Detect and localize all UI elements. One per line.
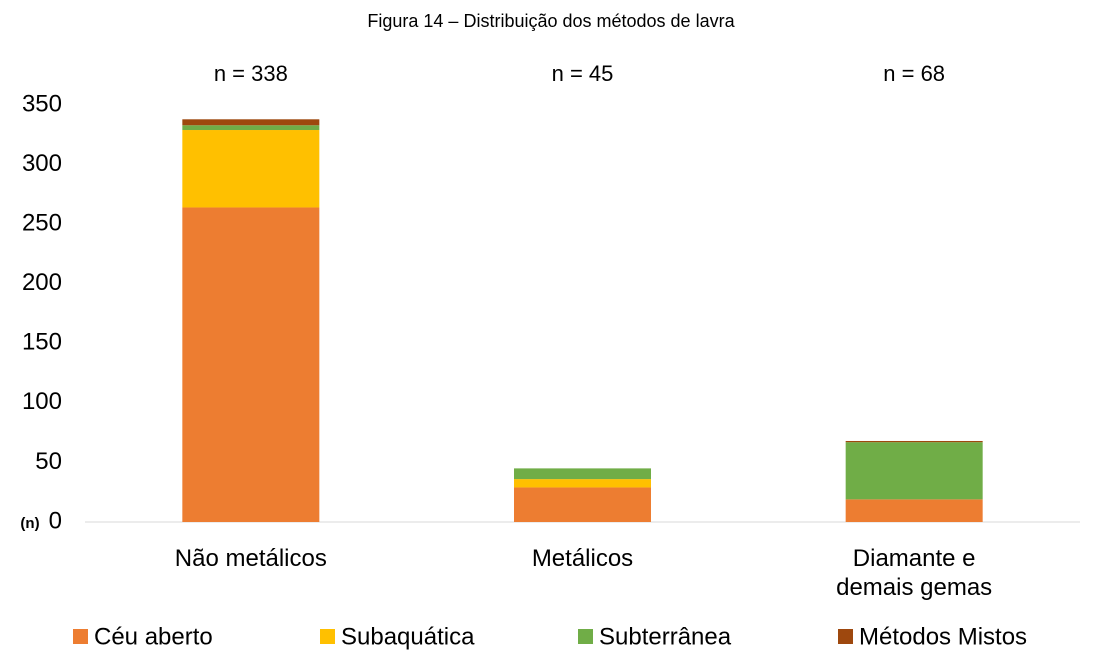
y-tick-label: 350 <box>22 90 62 117</box>
bar-segment <box>845 442 983 500</box>
y-tick-label: 50 <box>35 448 62 475</box>
annotation: n = 338 <box>214 61 288 86</box>
y-tick-label: 250 <box>22 209 62 236</box>
bar-segment <box>845 499 983 522</box>
annotation: n = 45 <box>552 61 614 86</box>
legend-label: Métodos Mistos <box>859 623 1027 650</box>
bar-segment <box>514 479 651 488</box>
y-tick-label: 100 <box>22 388 62 415</box>
x-tick-label: Metálicos <box>531 545 634 572</box>
bar-segment <box>514 468 651 480</box>
legend-label: Céu aberto <box>94 623 213 650</box>
y-axis-label: (n) <box>20 515 39 532</box>
legend-swatch <box>578 629 593 644</box>
y-tick-label: 200 <box>22 269 62 296</box>
x-tick-label: Diamante e demais gemas <box>836 545 993 601</box>
chart-title: Figura 14 – Distribuição dos métodos de … <box>367 11 735 31</box>
bar-segment <box>182 130 320 208</box>
bar-segment <box>182 119 320 126</box>
bar-segment <box>182 125 320 131</box>
bar-segment <box>182 207 320 522</box>
x-tick-label: Não metálicos <box>174 545 327 572</box>
bar-segment <box>845 440 983 443</box>
y-tick-label: 150 <box>22 329 62 356</box>
bar-segment <box>514 487 651 522</box>
y-tick-label: 0 <box>49 507 62 534</box>
legend-label: Subterrânea <box>599 623 732 650</box>
legend-swatch <box>320 629 335 644</box>
legend-swatch <box>838 629 853 644</box>
annotation: n = 68 <box>883 61 945 86</box>
legend-label: Subaquática <box>341 623 475 650</box>
y-tick-label: 300 <box>22 150 62 177</box>
legend-swatch <box>73 629 88 644</box>
